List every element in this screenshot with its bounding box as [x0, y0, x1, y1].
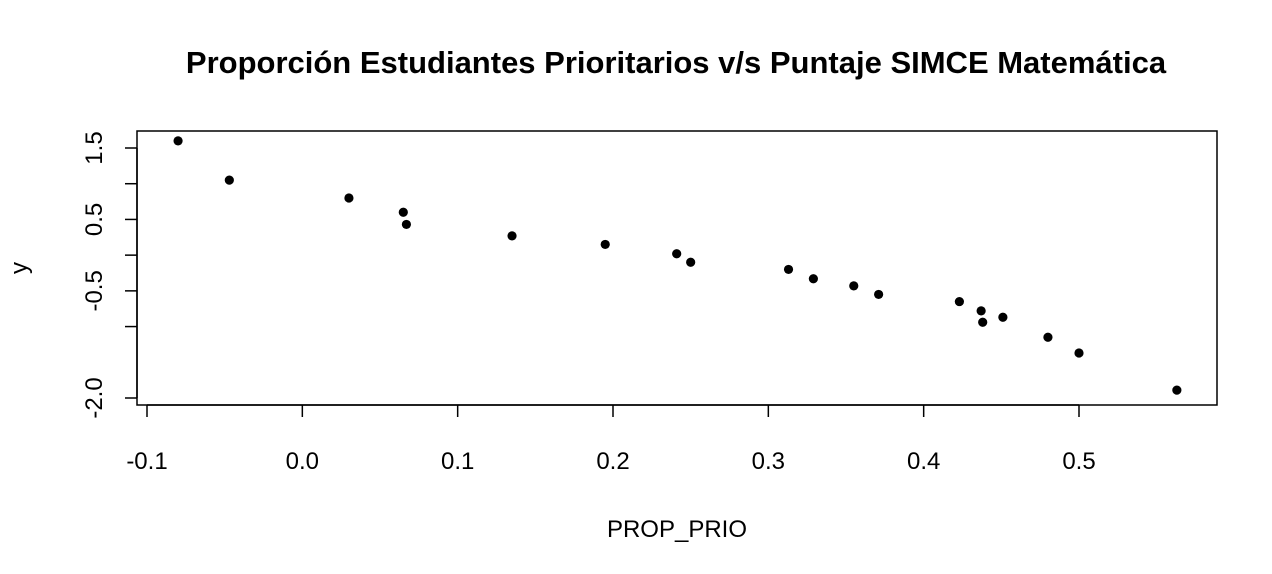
- x-tick-label: 0.0: [286, 448, 319, 475]
- data-point: [672, 249, 682, 259]
- plot-frame: [136, 130, 1218, 406]
- y-axis-label: y: [6, 262, 33, 274]
- x-axis: -0.1 0.0 0.1 0.2 0.3 0.4 0.5: [126, 404, 1096, 475]
- data-point: [507, 231, 517, 241]
- data-point: [998, 312, 1008, 322]
- y-tick-label: -0.5: [81, 270, 108, 311]
- data-points: [173, 136, 1182, 395]
- data-point: [398, 207, 408, 217]
- data-point: [401, 219, 412, 230]
- x-tick-label: -0.1: [126, 448, 167, 475]
- data-point: [874, 289, 884, 300]
- data-point: [783, 264, 794, 275]
- data-point: [1172, 385, 1182, 395]
- data-point: [978, 317, 988, 327]
- y-tick-label: 1.5: [81, 131, 108, 164]
- y-axis: -2.0 -0.5 0.5 1.5: [81, 131, 138, 419]
- data-point: [173, 136, 183, 146]
- data-point: [1043, 332, 1053, 342]
- chart-title: Proporción Estudiantes Prioritarios v/s …: [186, 45, 1167, 80]
- x-tick-label: 0.4: [907, 448, 940, 475]
- x-tick-label: 0.3: [752, 448, 785, 475]
- data-point: [686, 257, 696, 267]
- y-tick-label: -2.0: [81, 377, 108, 418]
- x-tick-label: 0.1: [441, 448, 474, 475]
- x-axis-label: PROP_PRIO: [607, 516, 747, 543]
- data-point: [954, 296, 964, 307]
- data-point: [1074, 348, 1084, 358]
- x-tick-label: 0.2: [596, 448, 629, 475]
- data-point: [344, 193, 354, 203]
- data-point: [600, 239, 610, 250]
- y-tick-label: 0.5: [81, 203, 108, 236]
- data-point: [849, 281, 859, 291]
- x-tick-label: 0.5: [1062, 448, 1095, 475]
- data-point: [224, 175, 234, 185]
- data-point: [976, 306, 986, 316]
- data-point: [808, 274, 818, 284]
